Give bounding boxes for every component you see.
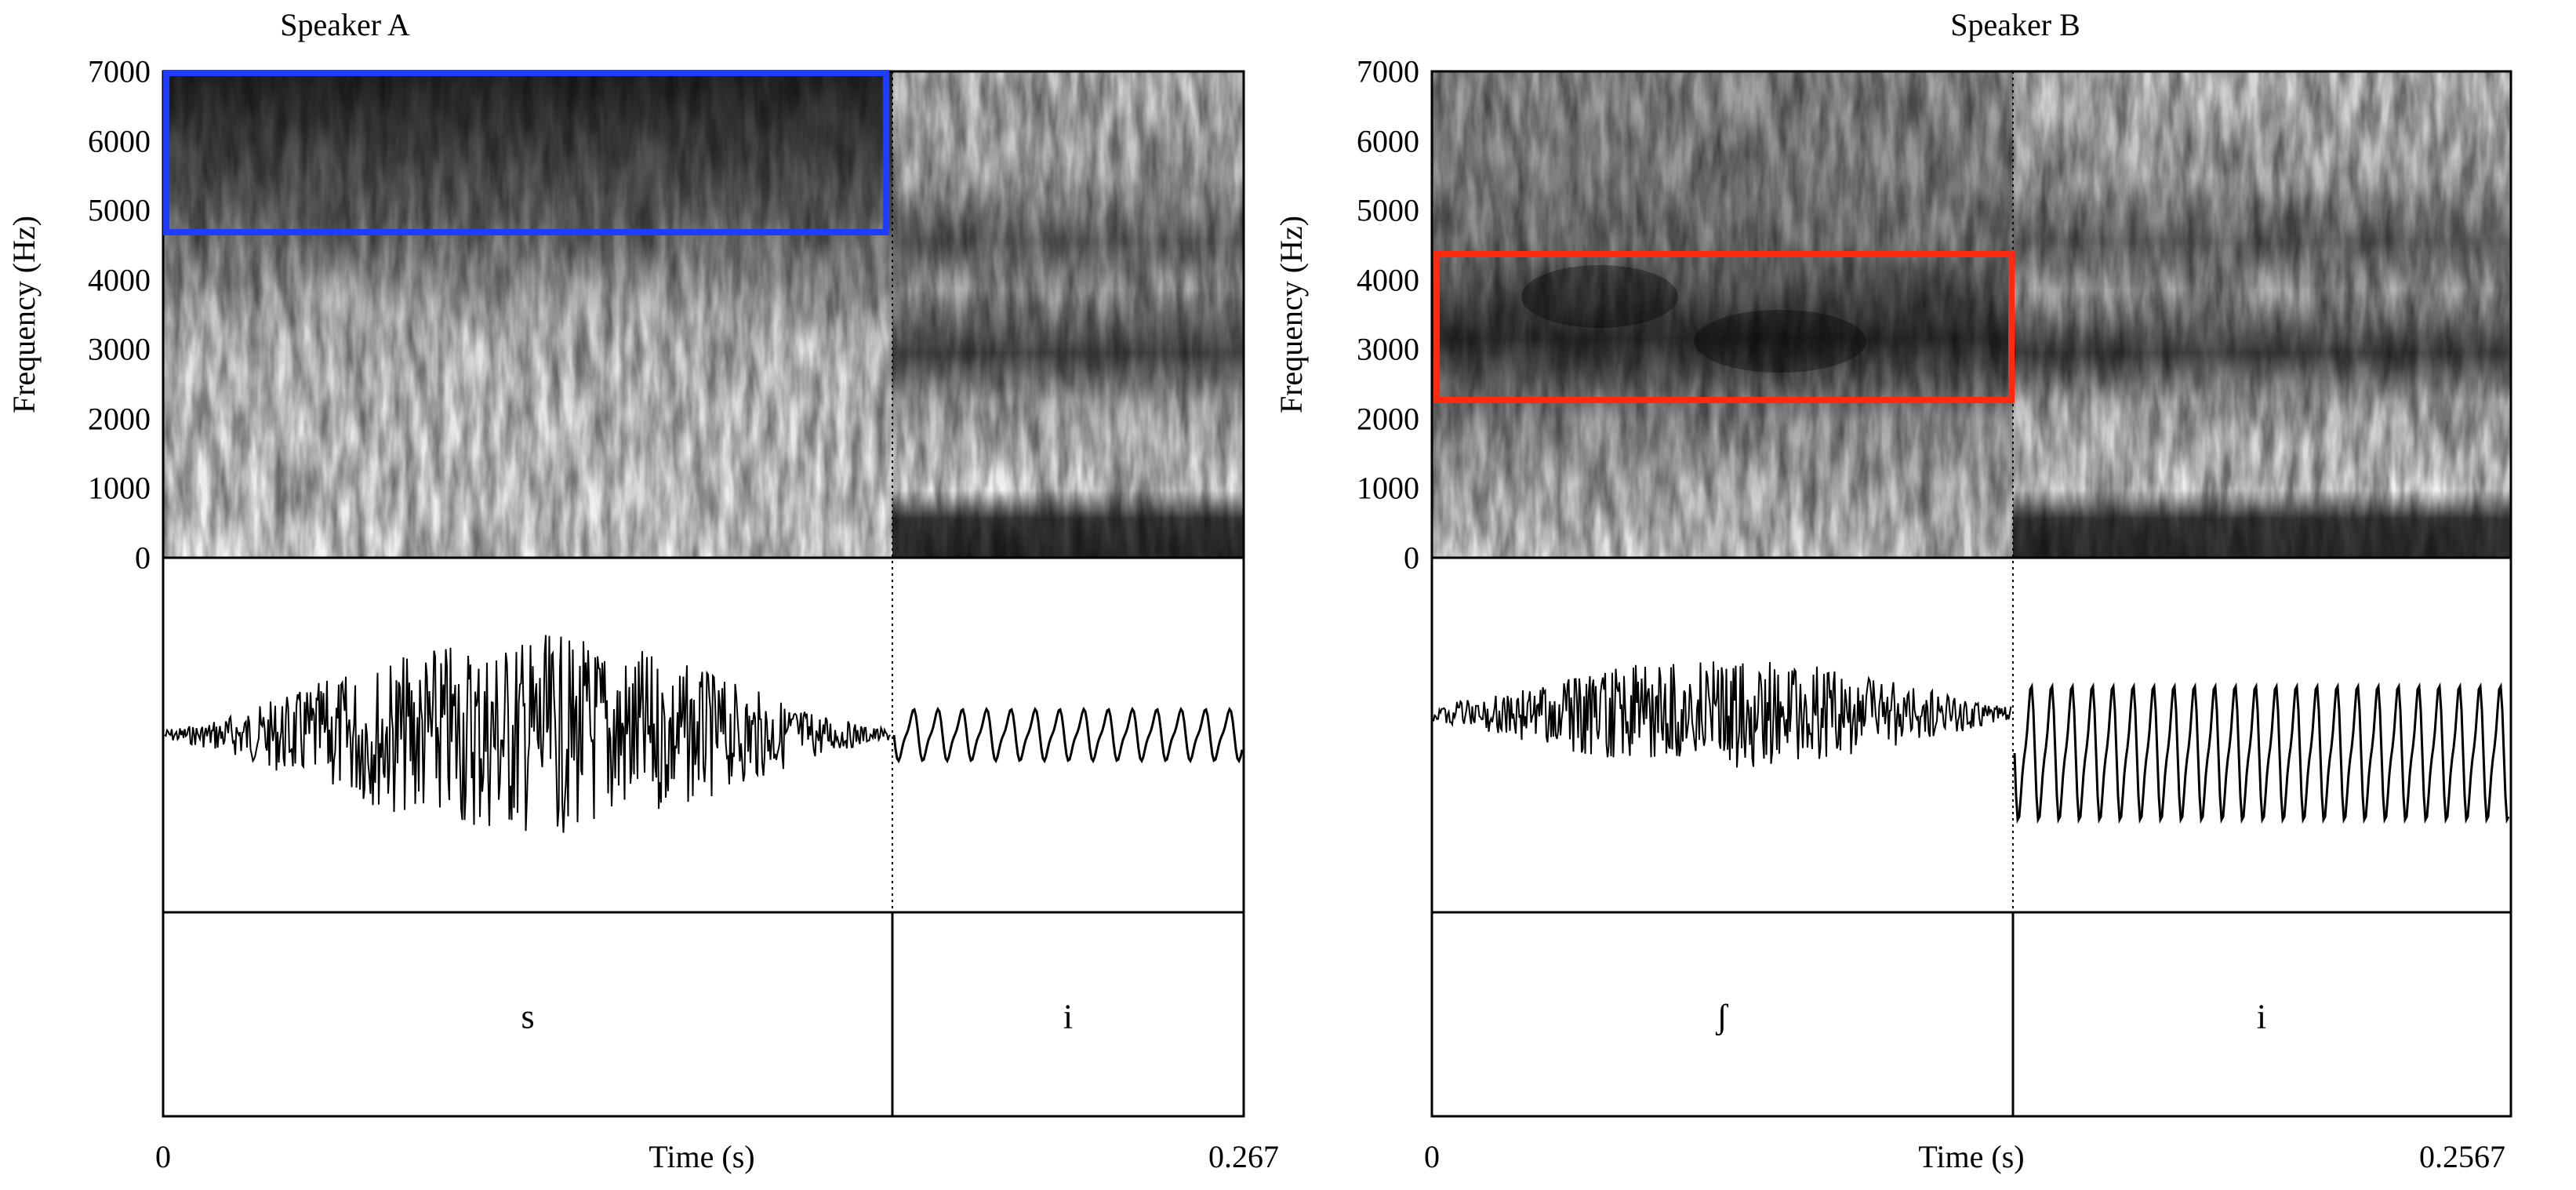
y-tick-label: 2000 xyxy=(88,402,151,437)
segment-label: i xyxy=(2257,998,2266,1036)
y-tick-label: 6000 xyxy=(88,124,151,159)
waveform xyxy=(1430,556,2512,914)
y-axis-label: Frequency (Hz) xyxy=(6,216,42,413)
highlight-box-blue xyxy=(163,70,889,235)
time-end-label: 0.267 xyxy=(1208,1139,1279,1174)
y-tick-label: 2000 xyxy=(1357,402,1419,437)
y-axis-ticks: 7000 6000 5000 4000 3000 2000 1000 0 xyxy=(88,54,151,576)
y-tick-label: 5000 xyxy=(1357,193,1419,228)
y-tick-label: 0 xyxy=(135,540,151,576)
waveform-fricative xyxy=(1433,661,2012,768)
y-tick-label: 7000 xyxy=(88,54,151,89)
waveform xyxy=(162,556,1245,914)
time-start-label: 0 xyxy=(155,1139,171,1174)
waveform-vowel xyxy=(892,706,1244,764)
y-tick-label: 4000 xyxy=(1357,263,1419,298)
time-end-label: 0.2567 xyxy=(2419,1139,2505,1174)
panel-speaker-b: Speaker B 7000 6000 5000 4000 3000 2000 … xyxy=(1273,7,2512,1174)
y-tick-label: 5000 xyxy=(88,193,151,228)
y-tick-label: 4000 xyxy=(88,263,151,298)
y-tick-label: 1000 xyxy=(1357,471,1419,506)
waveform-vowel xyxy=(2013,682,2510,824)
y-axis-label: Frequency (Hz) xyxy=(1273,216,1309,413)
spectrogram xyxy=(1430,70,2512,559)
y-axis-ticks: 7000 6000 5000 4000 3000 2000 1000 0 xyxy=(1357,54,1419,576)
waveform-fricative xyxy=(164,635,891,833)
y-tick-label: 7000 xyxy=(1357,54,1419,89)
y-tick-label: 0 xyxy=(1404,540,1419,576)
y-tick-label: 1000 xyxy=(88,471,151,506)
panel-title: Speaker B xyxy=(1950,7,2080,42)
panel-speaker-a: Speaker A 7000 6000 5000 4000 3000 2000 … xyxy=(6,7,1279,1174)
segment-tier: ʃ i xyxy=(1430,911,2512,1118)
highlight-box-red xyxy=(1433,251,2015,403)
panel-title: Speaker A xyxy=(280,7,410,42)
time-axis-label: Time (s) xyxy=(649,1139,754,1174)
spectrogram xyxy=(162,70,1245,559)
segment-label: s xyxy=(521,998,534,1036)
segment-label: ʃ xyxy=(1716,998,1729,1036)
y-tick-label: 3000 xyxy=(88,332,151,367)
segment-tier: s i xyxy=(162,911,1245,1118)
y-tick-label: 3000 xyxy=(1357,332,1419,367)
time-axis-label: Time (s) xyxy=(1918,1139,2024,1174)
segment-label: i xyxy=(1063,998,1073,1036)
time-start-label: 0 xyxy=(1424,1139,1440,1174)
y-tick-label: 6000 xyxy=(1357,124,1419,159)
